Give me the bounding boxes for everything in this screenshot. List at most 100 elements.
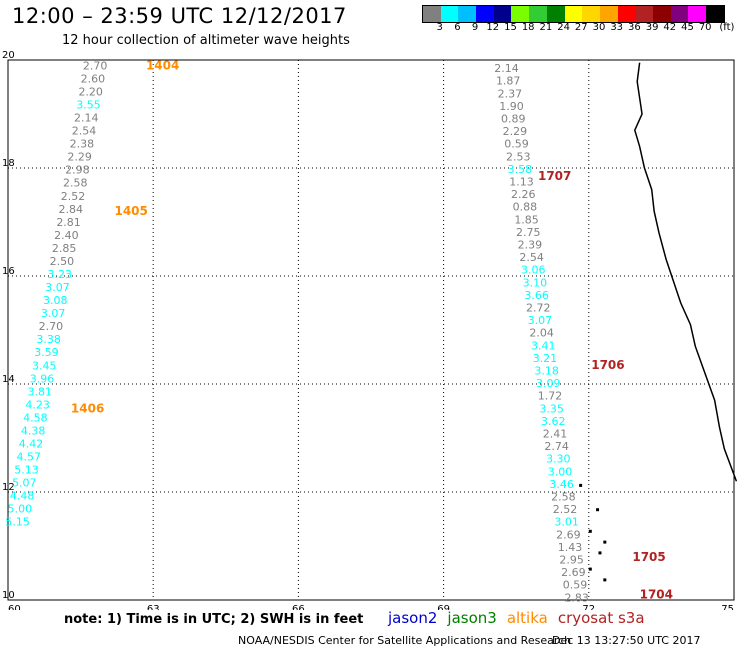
island [579, 483, 583, 487]
legend-item: cryosat s3a [557, 609, 645, 627]
colorbar-tick-label: 33 [610, 22, 624, 33]
wave-height-value: 2.40 [54, 229, 79, 242]
wave-height-value: 3.10 [523, 276, 548, 289]
wave-height-value: 3.08 [43, 294, 68, 307]
wave-height-value: 1.90 [499, 100, 524, 113]
satellite-legend: jason2 jason3 altika cryosat s3a [388, 609, 655, 627]
wave-height-value: 2.70 [39, 320, 64, 333]
lon-tick-label: 69 [437, 604, 450, 610]
wave-height-value: 3.66 [524, 289, 549, 302]
colorbar-swatch [617, 6, 636, 22]
island [588, 567, 592, 571]
pass-time-label: 1704 [640, 588, 673, 602]
coastline [633, 62, 738, 482]
colorbar-tick-label: 15 [504, 22, 517, 33]
wave-height-value: 1.87 [496, 75, 521, 88]
colorbar-tick-label: 21 [539, 22, 553, 33]
colorbar-tick-label: 18 [521, 22, 535, 33]
credit-line: NOAA/NESDIS Center for Satellite Applica… [238, 634, 572, 647]
pass-time-label: 1405 [114, 204, 147, 218]
wave-height-value: 2.39 [518, 239, 543, 252]
wave-height-value: 2.52 [553, 503, 578, 516]
footnote: note: 1) Time is in UTC; 2) SWH is in fe… [64, 612, 364, 627]
colorbar-swatch [599, 6, 618, 22]
colorbar-swatch [423, 6, 441, 22]
wave-height-value: 4.42 [19, 437, 44, 450]
colorbar-tick-label: 6 [454, 22, 461, 33]
wave-height-value: 2.95 [559, 554, 584, 567]
colorbar-swatch [458, 6, 477, 22]
wave-height-value: 0.88 [513, 201, 538, 214]
wave-height-value: 2.50 [50, 255, 75, 268]
colorbar-swatch [511, 6, 530, 22]
map-frame [7, 59, 735, 601]
colorbar-tick-label: 36 [628, 22, 641, 33]
wave-height-value: 3.07 [45, 281, 70, 294]
colorbar-swatch [493, 6, 512, 22]
wave-height-value: 2.81 [56, 216, 81, 229]
colorbar-tick-label: 24 [557, 22, 570, 33]
wave-height-value: 4.58 [23, 411, 48, 424]
colorbar-tick-label: 42 [663, 22, 677, 33]
wave-height-value: 3.30 [546, 453, 571, 466]
wave-height-value: 2.70 [83, 59, 108, 72]
wave-height-value: 3.35 [539, 402, 564, 415]
wave-height-value: 1.13 [509, 176, 534, 189]
island [596, 508, 600, 512]
wave-height-value: 3.81 [28, 385, 53, 398]
wave-height-value: 0.89 [501, 113, 526, 126]
wave-height-value: 5.13 [14, 464, 39, 477]
colorbar-tick-label: 39 [645, 22, 659, 33]
wave-height-value: 5.15 [5, 516, 30, 529]
colorbar-swatch [582, 6, 600, 22]
timestamp: Dec 13 13:27:50 UTC 2017 [552, 634, 701, 647]
wave-height-value: 4.23 [25, 398, 50, 411]
colorbar-labels: 3 6 9 12 15 18 21 24 27 30 33 36 39 42 45 70 (ft) [422, 22, 740, 36]
colorbar-swatch [564, 6, 583, 22]
wave-height-value: 3.59 [34, 346, 59, 359]
wave-height-value: 2.54 [519, 251, 544, 264]
wave-height-value: 3.58 [508, 163, 533, 176]
colorbar-swatch [529, 6, 547, 22]
wave-height-value: 0.59 [504, 138, 529, 151]
colorbar [422, 5, 725, 23]
colorbar-swatch [635, 6, 653, 22]
wave-height-value: 2.75 [516, 226, 541, 239]
lat-tick-label: 14 [2, 374, 15, 385]
wave-height-value: 3.55 [76, 99, 101, 112]
wave-height-value: 2.58 [63, 177, 88, 190]
wave-height-value: 3.38 [36, 333, 61, 346]
lon-tick-label: 72 [582, 604, 595, 610]
colorbar-tick-label: 45 [681, 22, 694, 33]
wave-height-value: 2.72 [526, 302, 551, 315]
colorbar-swatch [440, 6, 459, 22]
colorbar-tick-label: 30 [592, 22, 606, 33]
wave-height-value: 3.00 [548, 465, 573, 478]
lon-tick-label: 75 [721, 604, 734, 610]
chart-subtitle: 12 hour collection of altimeter wave hei… [62, 33, 350, 48]
wave-height-value: 2.60 [81, 72, 106, 85]
wave-height-value: 2.58 [551, 491, 576, 504]
wave-height-value: 1.43 [558, 541, 583, 554]
pass-time-label: 1705 [632, 550, 665, 564]
island [603, 540, 607, 544]
wave-height-value: 2.41 [543, 428, 568, 441]
wave-height-value: 2.98 [65, 164, 90, 177]
wave-height-value: 2.69 [561, 566, 586, 579]
wave-height-value: 3.01 [554, 516, 579, 529]
wave-height-value: 1.85 [514, 213, 539, 226]
island [603, 578, 607, 582]
colorbar-tick-label: 27 [574, 22, 588, 33]
wave-height-value: 2.29 [503, 125, 528, 138]
wave-height-value: 0.59 [563, 579, 588, 592]
lat-tick-label: 18 [2, 158, 15, 169]
colorbar-tick-label: (ft) [719, 22, 735, 33]
wave-height-value: 5.07 [12, 477, 37, 490]
colorbar-swatch [688, 6, 706, 22]
lat-tick-label: 20 [2, 50, 15, 61]
wave-height-value: 2.20 [78, 85, 103, 98]
lon-tick-label: 66 [292, 604, 305, 610]
colorbar-swatch [706, 6, 724, 22]
wave-height-value: 2.29 [67, 151, 92, 164]
colorbar-swatch [652, 6, 671, 22]
